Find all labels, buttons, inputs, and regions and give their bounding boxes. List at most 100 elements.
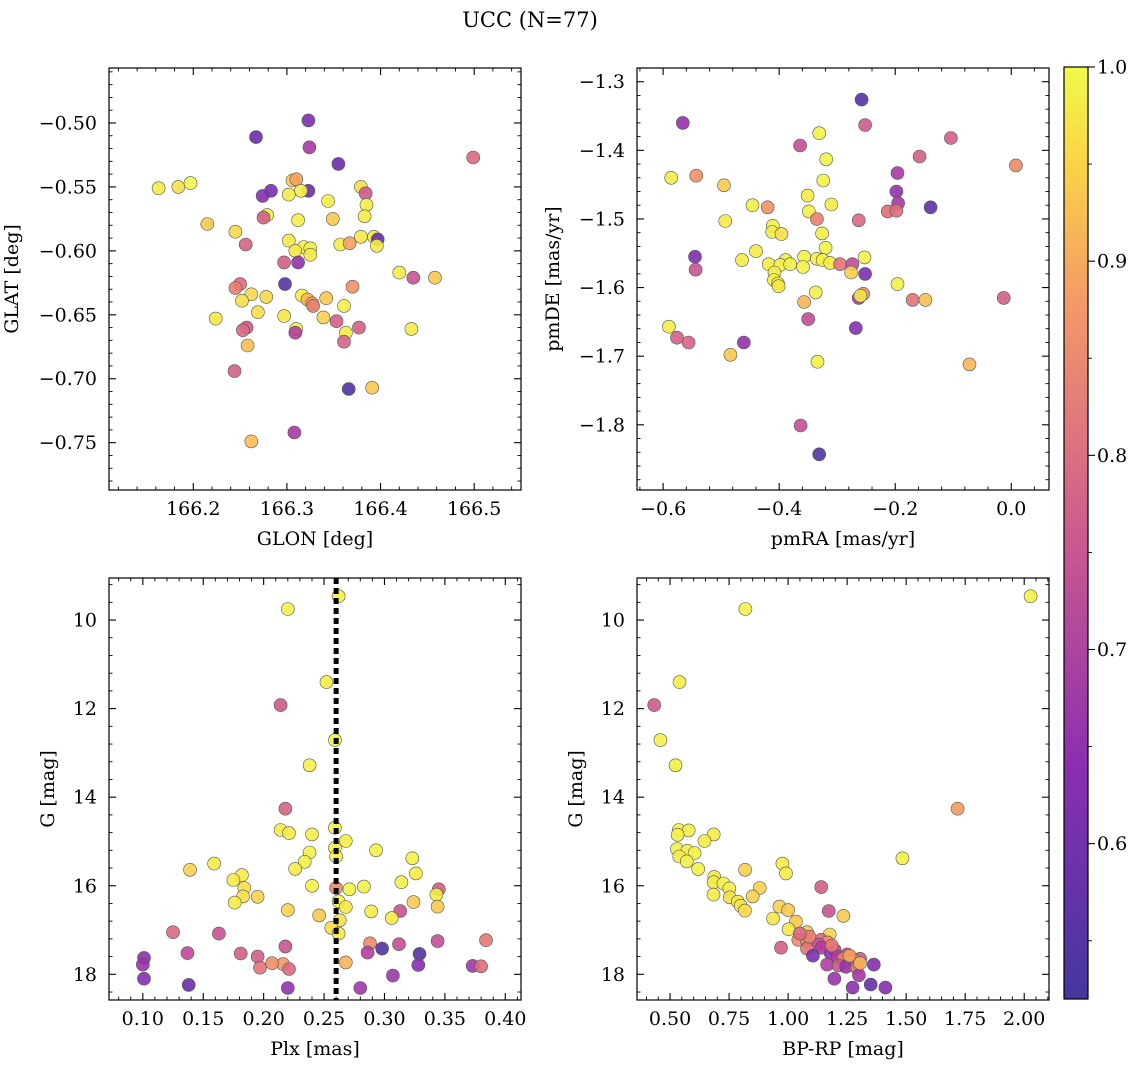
data-point: [280, 602, 295, 616]
x-tick-label: 0.40: [484, 1008, 526, 1030]
data-point: [281, 233, 296, 248]
data-point: [312, 908, 327, 923]
y-tick-label: −0.50: [39, 112, 97, 134]
x-tick-label: 0.35: [424, 1008, 466, 1030]
x-tick-label: 2.00: [1003, 1008, 1045, 1030]
data-point: [338, 834, 353, 848]
data-point: [244, 434, 259, 449]
data-point: [277, 255, 291, 270]
data-point: [766, 911, 780, 926]
data-point: [800, 188, 815, 203]
y-tick-label: −0.55: [39, 176, 97, 198]
data-point: [404, 322, 419, 336]
data-point: [151, 181, 166, 195]
data-point: [244, 287, 259, 302]
data-point: [771, 279, 786, 294]
data-point: [251, 305, 265, 320]
data-point: [793, 926, 807, 941]
data-point: [890, 166, 905, 180]
x-tick-label: 166.5: [447, 498, 501, 520]
y-tick-label: 12: [601, 698, 625, 720]
data-point: [816, 173, 831, 188]
data-point: [282, 962, 296, 976]
data-point: [255, 189, 270, 203]
data-point: [235, 293, 249, 308]
data-point: [341, 382, 356, 396]
y-tick-label: 16: [601, 875, 625, 897]
data-point: [474, 959, 488, 974]
data-point: [812, 126, 827, 140]
data-point: [479, 933, 493, 948]
y-tick-label: 14: [601, 787, 625, 809]
data-point: [303, 247, 318, 262]
data-point: [278, 801, 293, 816]
data-point: [745, 198, 760, 212]
data-point: [384, 911, 399, 925]
data-point: [853, 956, 867, 971]
data-point: [854, 92, 869, 107]
data-point: [845, 980, 860, 995]
data-point: [305, 878, 319, 893]
data-point: [681, 335, 696, 350]
data-point: [797, 295, 811, 309]
data-point: [889, 203, 904, 218]
data-point: [236, 323, 250, 338]
data-point: [844, 265, 858, 280]
data-point: [923, 200, 938, 215]
data-point: [679, 854, 694, 869]
x-axis-label: GLON [deg]: [257, 528, 373, 550]
data-point: [287, 425, 302, 440]
data-point: [912, 149, 927, 164]
data-point: [852, 968, 866, 983]
data-point: [302, 140, 317, 155]
data-point: [288, 862, 302, 876]
x-tick-label: 0.30: [363, 1008, 405, 1030]
data-point: [386, 968, 400, 983]
colorbar-tick-label: 0.9: [1097, 251, 1127, 273]
data-point: [824, 938, 839, 953]
plot-area: [637, 578, 1049, 1000]
data-point: [1023, 589, 1038, 604]
data-point: [866, 957, 881, 972]
y-axis-label: pmDE [mas/yr]: [542, 206, 564, 351]
data-point: [706, 827, 721, 842]
data-point: [405, 851, 420, 866]
y-axis-label: G [mag]: [37, 750, 59, 828]
data-point: [319, 675, 334, 689]
y-tick-label: 18: [601, 964, 625, 986]
data-point: [136, 957, 150, 972]
data-point: [664, 171, 679, 185]
data-point: [265, 956, 279, 971]
data-point: [365, 380, 379, 395]
data-point: [259, 290, 274, 304]
data-point: [406, 895, 421, 909]
data-point: [962, 357, 977, 372]
data-point: [306, 299, 320, 313]
data-point: [329, 314, 344, 329]
data-point: [691, 862, 706, 876]
y-tick-label: −0.60: [39, 240, 97, 262]
scatter-panel-1: 166.2 166.3 166.4 166.5 −0.75 −0.70 −0.65 −0.60…: [1, 67, 522, 550]
data-point: [337, 334, 351, 349]
data-point: [207, 856, 221, 871]
y-tick-label: −1.4: [579, 140, 625, 162]
data-point: [808, 285, 823, 300]
data-point: [668, 758, 683, 773]
data-point: [815, 226, 829, 241]
y-tick-label: 10: [73, 610, 97, 632]
x-tick-label: 0.15: [182, 1008, 224, 1030]
data-point: [818, 241, 833, 255]
data-point: [250, 889, 265, 904]
data-point: [689, 168, 704, 183]
data-point: [228, 281, 243, 295]
x-tick-label: 0.20: [242, 1008, 284, 1030]
data-point: [774, 940, 788, 955]
data-point: [806, 948, 820, 963]
y-axis-label: G [mag]: [565, 750, 587, 828]
data-point: [282, 826, 296, 840]
data-point: [281, 187, 296, 202]
data-point: [321, 194, 335, 208]
data-point: [905, 293, 920, 307]
data-point: [240, 338, 255, 353]
